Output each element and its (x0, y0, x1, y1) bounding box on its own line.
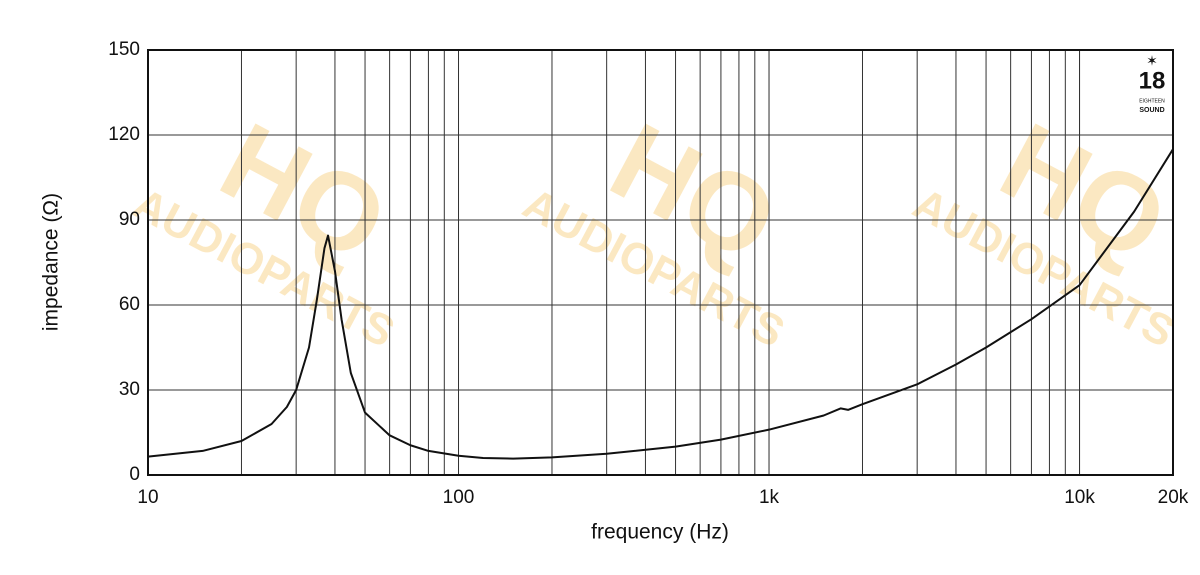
y-tick-label: 90 (119, 209, 140, 230)
x-tick-label: 10 (137, 487, 158, 508)
x-tick-label: 100 (443, 487, 475, 508)
x-tick-label: 20k (1158, 487, 1189, 508)
x-tick-label: 10k (1064, 487, 1095, 508)
logo-text: EIGHTEEN (1139, 98, 1165, 104)
x-tick-label: 1k (759, 487, 780, 508)
y-tick-label: 0 (129, 464, 140, 485)
impedance-curve (147, 148, 1174, 460)
logo-text: SOUND (1139, 107, 1164, 114)
y-tick-label: 150 (108, 39, 140, 60)
logo-star: ✶ (1146, 53, 1158, 69)
x-axis-label: frequency (Hz) (591, 521, 729, 544)
y-tick-label: 30 (119, 379, 140, 400)
logo: ✶ 18 EIGHTEEN SOUND (1139, 53, 1166, 114)
logo-number: 18 (1139, 67, 1166, 94)
y-tick-label: 60 (119, 294, 140, 315)
plot-frame (147, 49, 1174, 476)
y-axis-label: impedance (Ω) (40, 193, 63, 331)
y-tick-label: 120 (108, 124, 140, 145)
